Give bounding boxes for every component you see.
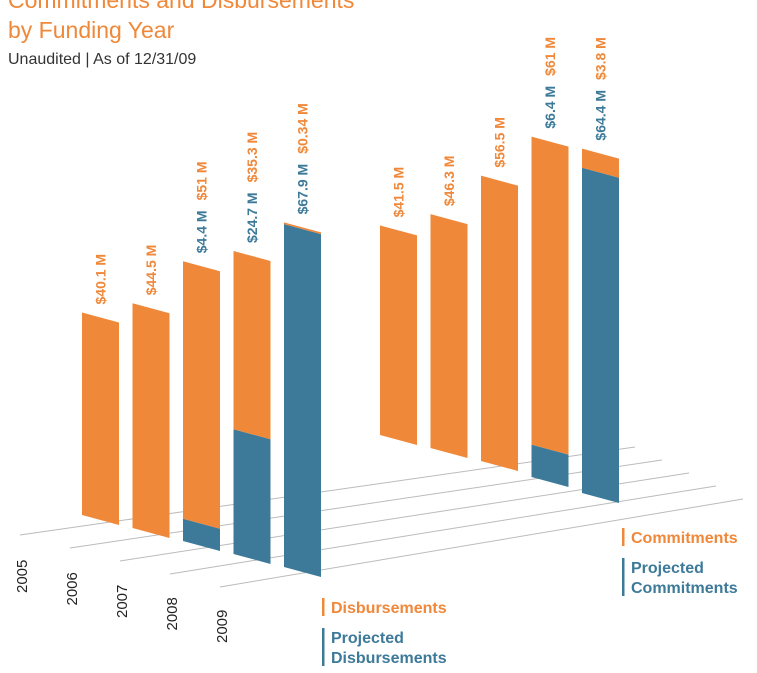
value-label: $41.5 M xyxy=(391,167,407,218)
value-label: $40.1 M xyxy=(93,254,109,305)
legend-line: Commitments xyxy=(631,580,738,597)
bar xyxy=(82,312,119,525)
value-label: $67.9 M xyxy=(295,164,311,215)
legend-label: Projected Disbursements xyxy=(331,630,447,667)
value-label: $51 M xyxy=(194,161,210,200)
bar xyxy=(531,444,569,487)
value-label: $44.5 M xyxy=(143,245,159,296)
bar xyxy=(284,224,321,578)
bar xyxy=(233,429,271,564)
bar xyxy=(380,225,417,445)
legend-swatch xyxy=(322,628,325,666)
value-label: $6.4 M xyxy=(542,86,558,129)
bar xyxy=(582,148,619,178)
bar xyxy=(183,261,220,529)
value-label: $56.5 M xyxy=(492,117,508,168)
bar xyxy=(481,175,518,472)
legend-line: Projected xyxy=(331,630,404,647)
x-tick-label: 2007 xyxy=(114,585,131,618)
legend-swatch xyxy=(622,528,625,546)
value-label: $4.4 M xyxy=(194,210,210,253)
legend-swatch xyxy=(622,558,625,596)
value-label: $35.3 M xyxy=(244,132,260,183)
bar xyxy=(531,136,569,455)
legend-line: Disbursements xyxy=(331,650,447,667)
x-tick-label: 2005 xyxy=(14,560,31,593)
x-tick-label: 2006 xyxy=(64,572,81,605)
legend-swatch xyxy=(322,598,325,616)
x-tick-label: 2008 xyxy=(164,597,181,630)
legend-label: Commitments xyxy=(631,530,738,547)
value-label: $0.34 M xyxy=(295,103,311,154)
value-label: $24.7 M xyxy=(244,192,260,243)
chart-subtitle: Unaudited | As of 12/31/09 xyxy=(8,51,196,68)
value-label: $46.3 M xyxy=(441,156,457,207)
value-label: $64.4 M xyxy=(593,90,609,141)
bar xyxy=(582,167,619,503)
value-label: $61 M xyxy=(542,37,558,76)
bar xyxy=(430,214,468,458)
bar xyxy=(233,251,271,440)
bar xyxy=(284,222,321,235)
legend-line: Projected xyxy=(631,560,704,577)
value-label: $3.8 M xyxy=(593,37,609,80)
x-tick-label: 2009 xyxy=(214,610,231,643)
chart-title: by Funding Year xyxy=(8,17,175,43)
legend-label: Projected Commitments xyxy=(631,560,738,597)
bar xyxy=(132,303,170,538)
bar xyxy=(183,518,220,551)
chart-title: Commitments and Disbursements xyxy=(8,0,354,13)
legend-label: Disbursements xyxy=(331,600,447,617)
